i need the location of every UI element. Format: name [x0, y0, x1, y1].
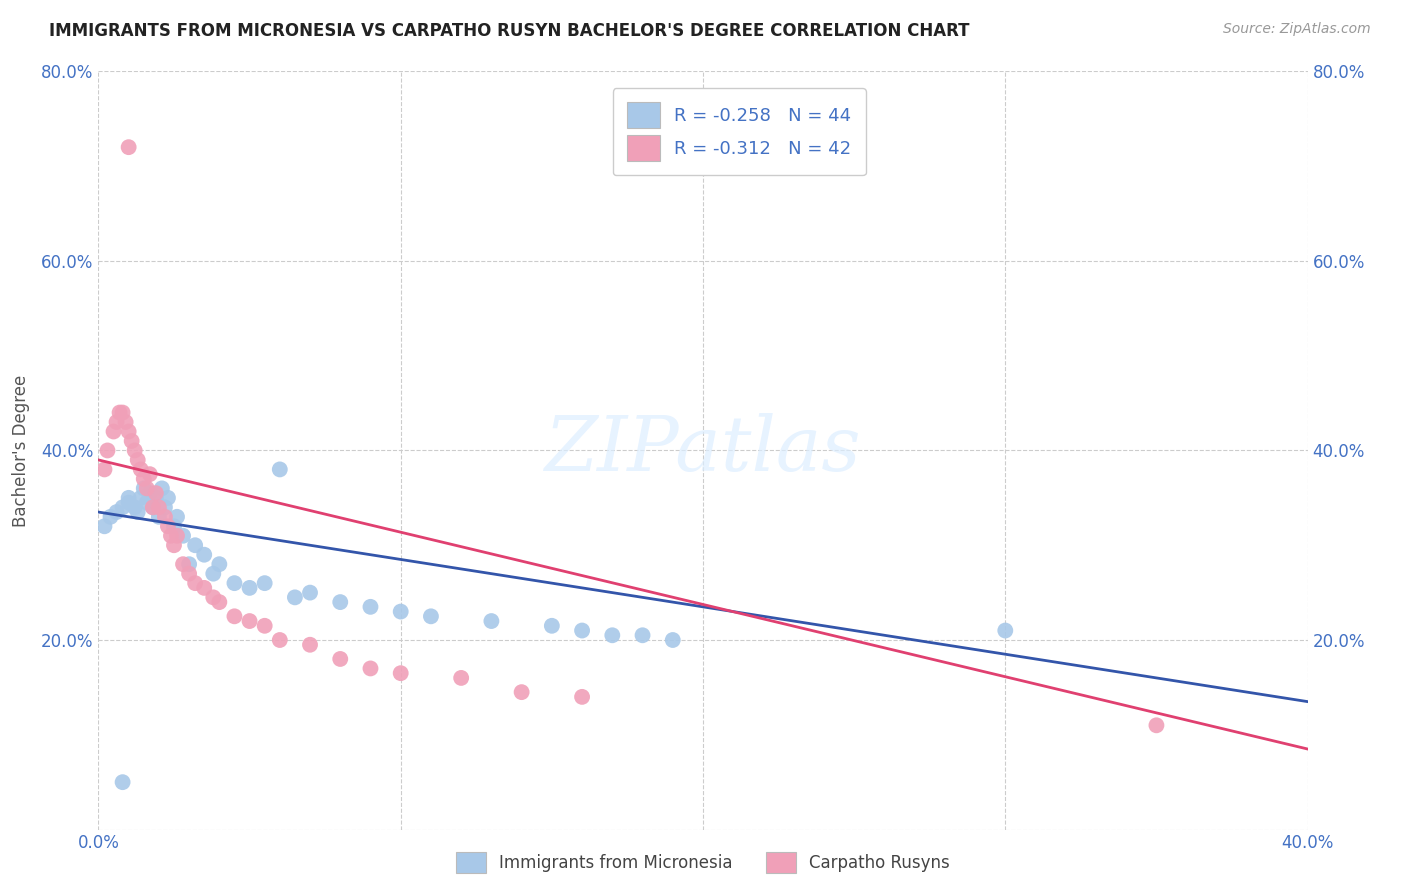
Point: [389, 605, 412, 619]
Point: [153, 509, 176, 524]
Point: [111, 775, 134, 789]
Point: [153, 500, 176, 515]
Text: IMMIGRANTS FROM MICRONESIA VS CARPATHO RUSYN BACHELOR'S DEGREE CORRELATION CHART: IMMIGRANTS FROM MICRONESIA VS CARPATHO R…: [49, 22, 970, 40]
Point: [160, 529, 183, 543]
Point: [481, 614, 503, 628]
Point: [96, 443, 118, 458]
Point: [193, 581, 215, 595]
Point: [127, 453, 149, 467]
Point: [184, 576, 207, 591]
Point: [661, 633, 683, 648]
Point: [132, 472, 155, 486]
Point: [129, 491, 152, 505]
Point: [208, 595, 231, 609]
Point: [224, 609, 246, 624]
Point: [132, 482, 155, 496]
Point: [172, 529, 194, 543]
Point: [148, 500, 170, 515]
Point: [135, 495, 157, 509]
Point: [179, 557, 201, 572]
Point: [121, 434, 143, 448]
Point: [142, 500, 165, 515]
Point: [129, 462, 152, 476]
Point: [224, 576, 246, 591]
Point: [100, 509, 122, 524]
Point: [269, 462, 291, 476]
Point: [145, 491, 167, 505]
Point: [389, 666, 412, 681]
Point: [156, 491, 179, 505]
Y-axis label: Bachelor's Degree: Bachelor's Degree: [11, 375, 30, 526]
Point: [193, 548, 215, 562]
Point: [118, 425, 141, 439]
Point: [239, 614, 262, 628]
Point: [510, 685, 533, 699]
Point: [148, 509, 170, 524]
Point: [202, 591, 225, 605]
Point: [118, 491, 141, 505]
Point: [420, 609, 443, 624]
Point: [118, 495, 141, 509]
Point: [166, 509, 188, 524]
Point: [108, 406, 131, 420]
Point: [571, 690, 593, 704]
Point: [139, 467, 162, 482]
Point: [184, 538, 207, 552]
Point: [150, 482, 173, 496]
Point: [179, 566, 201, 581]
Point: [540, 619, 562, 633]
Text: ZIPatlas: ZIPatlas: [544, 414, 862, 487]
Point: [253, 576, 276, 591]
Point: [156, 519, 179, 533]
Point: [135, 482, 157, 496]
Point: [602, 628, 624, 642]
Point: [103, 425, 125, 439]
Point: [163, 538, 186, 552]
Point: [124, 500, 146, 515]
Point: [360, 599, 382, 614]
Point: [114, 415, 136, 429]
Point: [111, 406, 134, 420]
Text: Source: ZipAtlas.com: Source: ZipAtlas.com: [1223, 22, 1371, 37]
Point: [360, 661, 382, 675]
Point: [284, 591, 307, 605]
Point: [299, 638, 322, 652]
Point: [239, 581, 262, 595]
Point: [118, 140, 141, 154]
Point: [1144, 718, 1167, 732]
Legend: Immigrants from Micronesia, Carpatho Rusyns: Immigrants from Micronesia, Carpatho Rus…: [449, 846, 957, 880]
Point: [450, 671, 472, 685]
Point: [329, 595, 352, 609]
Point: [163, 519, 186, 533]
Point: [166, 529, 188, 543]
Point: [124, 443, 146, 458]
Point: [105, 415, 128, 429]
Point: [253, 619, 276, 633]
Point: [172, 557, 194, 572]
Legend: R = -0.258   N = 44, R = -0.312   N = 42: R = -0.258 N = 44, R = -0.312 N = 42: [613, 88, 866, 175]
Point: [208, 557, 231, 572]
Point: [145, 486, 167, 500]
Point: [329, 652, 352, 666]
Point: [269, 633, 291, 648]
Point: [142, 500, 165, 515]
Point: [93, 462, 115, 476]
Point: [139, 486, 162, 500]
Point: [202, 566, 225, 581]
Point: [105, 505, 128, 519]
Point: [571, 624, 593, 638]
Point: [299, 585, 322, 599]
Point: [994, 624, 1017, 638]
Point: [93, 519, 115, 533]
Point: [111, 500, 134, 515]
Point: [127, 505, 149, 519]
Point: [631, 628, 654, 642]
